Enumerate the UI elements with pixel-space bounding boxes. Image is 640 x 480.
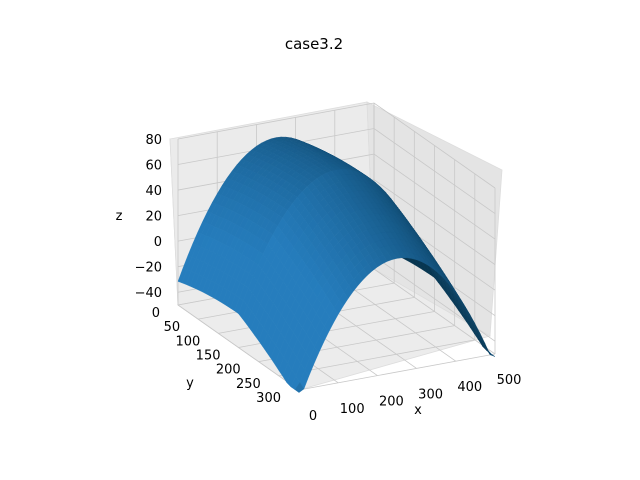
z-tick-label: 20 bbox=[145, 210, 162, 225]
z-tick-label: 60 bbox=[145, 159, 162, 174]
y-axis-label: y bbox=[186, 376, 194, 391]
x-tick-label: 500 bbox=[497, 373, 522, 388]
z-tick-label: 40 bbox=[145, 184, 162, 199]
x-tick-label: 100 bbox=[340, 402, 365, 417]
surface-facet bbox=[294, 382, 305, 393]
grid-line bbox=[177, 128, 496, 214]
z-tick-label: 80 bbox=[145, 133, 162, 148]
x-tick-label: 300 bbox=[418, 387, 443, 402]
tick-labels: 0 100 200 300 400 500050100150200250300806040… bbox=[135, 133, 522, 424]
z-tick-label: −40 bbox=[135, 286, 162, 301]
y-tick-label: 0 bbox=[152, 306, 160, 321]
grid-line bbox=[177, 102, 496, 189]
z-tick-label: −20 bbox=[135, 261, 162, 276]
y-tick-label: 300 bbox=[256, 391, 281, 406]
chart-title: case3.2 bbox=[285, 35, 343, 53]
x-tick-label: 200 bbox=[379, 395, 404, 410]
z-tick-label: 0 bbox=[154, 235, 162, 250]
x-tick-label: 0 bbox=[309, 409, 317, 424]
y-tick-label: 150 bbox=[196, 349, 221, 364]
y-tick-label: 200 bbox=[216, 363, 241, 378]
surface bbox=[177, 136, 496, 393]
x-tick-label: 400 bbox=[457, 380, 482, 395]
y-tick-label: 50 bbox=[164, 320, 181, 335]
z-axis-label: z bbox=[116, 209, 123, 224]
x-axis-label: x bbox=[414, 403, 422, 418]
grid-line bbox=[298, 353, 496, 391]
y-tick-label: 250 bbox=[236, 377, 261, 392]
y-tick-label: 100 bbox=[176, 334, 201, 349]
